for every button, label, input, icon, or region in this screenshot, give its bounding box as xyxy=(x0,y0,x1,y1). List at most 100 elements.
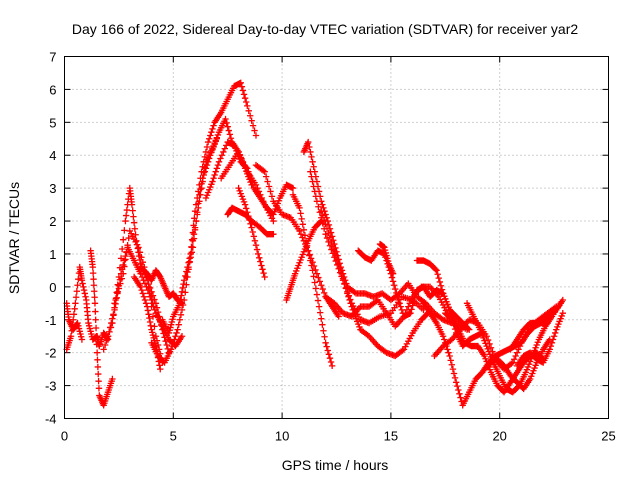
data-point xyxy=(257,258,264,265)
data-point xyxy=(455,386,462,394)
data-point xyxy=(171,336,178,343)
x-tick-label: 20 xyxy=(492,429,506,444)
data-point xyxy=(178,333,186,340)
data-point xyxy=(310,183,317,190)
data-point xyxy=(101,341,109,349)
data-point xyxy=(118,275,126,282)
data-point xyxy=(240,91,248,98)
data-point xyxy=(122,212,130,219)
data-point xyxy=(262,173,270,180)
data-point xyxy=(449,365,457,373)
data-point xyxy=(448,361,456,368)
data-point xyxy=(187,254,194,261)
data-point xyxy=(91,300,99,307)
data-point xyxy=(446,352,453,360)
data-point xyxy=(213,165,221,172)
data-point xyxy=(180,280,187,288)
data-point xyxy=(289,184,297,192)
data-point xyxy=(227,135,235,142)
data-point xyxy=(223,119,230,127)
data-point xyxy=(339,275,347,282)
data-point xyxy=(259,266,266,273)
y-tick-label: 1 xyxy=(49,247,56,262)
data-point xyxy=(104,333,112,340)
data-point xyxy=(312,193,320,200)
data-point xyxy=(512,352,519,360)
data-point xyxy=(301,232,309,239)
data-point xyxy=(251,127,258,134)
data-point xyxy=(445,349,452,356)
data-point xyxy=(444,346,451,353)
data-point xyxy=(248,224,255,231)
data-point xyxy=(163,341,170,349)
data-point xyxy=(211,171,218,179)
data-point xyxy=(315,203,322,210)
data-point xyxy=(307,168,314,175)
x-tick-label: 10 xyxy=(275,429,289,444)
data-point xyxy=(222,115,229,123)
data-point xyxy=(146,290,153,297)
data-point xyxy=(347,300,354,307)
data-point xyxy=(95,378,102,385)
data-point xyxy=(140,293,148,300)
data-point xyxy=(144,307,152,314)
data-point xyxy=(138,254,145,261)
data-point xyxy=(177,296,184,303)
data-point xyxy=(200,169,207,176)
data-point xyxy=(334,256,341,263)
data-point xyxy=(80,286,88,294)
data-point xyxy=(196,191,203,198)
data-point xyxy=(90,275,97,283)
data-point xyxy=(410,298,417,305)
data-point xyxy=(103,337,110,344)
data-point xyxy=(441,336,448,343)
data-point xyxy=(323,343,330,350)
data-point xyxy=(335,260,342,268)
data-point xyxy=(146,314,153,322)
data-point xyxy=(251,237,259,244)
data-point xyxy=(398,306,405,314)
data-point xyxy=(174,326,181,333)
series-pass-32 xyxy=(513,309,567,370)
data-point xyxy=(149,300,156,307)
data-point xyxy=(238,83,246,90)
data-point xyxy=(389,270,397,277)
data-point xyxy=(313,270,321,277)
data-point xyxy=(78,277,86,284)
data-point xyxy=(210,122,217,129)
data-point xyxy=(483,333,490,340)
data-point xyxy=(326,354,334,362)
data-point xyxy=(139,258,147,266)
data-point xyxy=(124,241,131,249)
data-point xyxy=(145,311,152,318)
data-point xyxy=(247,220,254,227)
data-point xyxy=(341,280,348,287)
data-point xyxy=(204,138,212,146)
data-point xyxy=(297,231,305,238)
data-point xyxy=(188,249,195,256)
data-point xyxy=(306,252,313,259)
data-point xyxy=(318,207,325,215)
data-point xyxy=(92,316,99,323)
data-point xyxy=(454,382,461,390)
data-point xyxy=(318,282,325,289)
series-pass-08 xyxy=(137,263,186,307)
data-point xyxy=(142,300,150,307)
data-point xyxy=(197,186,204,193)
data-point xyxy=(184,268,191,276)
data-point xyxy=(258,262,265,269)
data-point xyxy=(298,215,305,223)
data-point xyxy=(323,225,331,232)
data-point xyxy=(129,207,136,214)
data-point xyxy=(331,247,338,254)
chart-title: Day 166 of 2022, Sidereal Day-to-day VTE… xyxy=(72,21,578,37)
data-point xyxy=(178,288,186,295)
data-point xyxy=(111,300,118,307)
data-point xyxy=(319,201,326,208)
x-tick-label: 15 xyxy=(384,429,398,444)
y-axis-title: SDTVAR / TECUs xyxy=(6,182,22,294)
data-point xyxy=(92,308,99,315)
data-point xyxy=(268,193,276,200)
data-point xyxy=(140,277,147,284)
